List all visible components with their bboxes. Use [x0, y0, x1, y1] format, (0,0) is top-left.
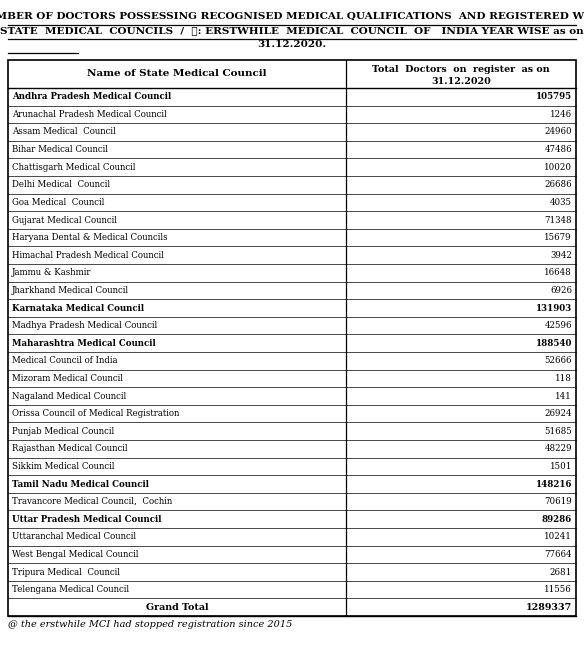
Text: Gujarat Medical Council: Gujarat Medical Council [12, 216, 117, 225]
Text: Chattisgarh Medical Council: Chattisgarh Medical Council [12, 163, 135, 172]
Text: 4035: 4035 [550, 198, 572, 207]
Text: 70619: 70619 [544, 497, 572, 506]
Text: 51685: 51685 [544, 427, 572, 435]
Text: 131903: 131903 [536, 304, 572, 313]
Text: 141: 141 [555, 391, 572, 401]
Text: 1289337: 1289337 [526, 603, 572, 612]
Text: STATE  MEDICAL  COUNCILS  /  ⓐ: ERSTWHILE  MEDICAL  COUNCIL  OF   INDIA YEAR WIS: STATE MEDICAL COUNCILS / ⓐ: ERSTWHILE ME… [0, 26, 584, 35]
Text: Andhra Pradesh Medical Council: Andhra Pradesh Medical Council [12, 92, 171, 101]
Text: 15679: 15679 [544, 233, 572, 242]
Bar [8, 60, 576, 616]
Text: Punjab Medical Council: Punjab Medical Council [12, 427, 114, 435]
Text: 105795: 105795 [536, 92, 572, 101]
Text: Himachal Pradesh Medical Council: Himachal Pradesh Medical Council [12, 251, 164, 260]
Text: 26686: 26686 [544, 180, 572, 189]
Text: @ the erstwhile MCI had stopped registration since 2015: @ the erstwhile MCI had stopped registra… [8, 620, 293, 629]
Text: Medical Council of India: Medical Council of India [12, 357, 117, 365]
Text: 71348: 71348 [544, 216, 572, 225]
Text: Rajasthan Medical Council: Rajasthan Medical Council [12, 444, 128, 453]
Text: 48229: 48229 [544, 444, 572, 453]
Text: Arunachal Pradesh Medical Council: Arunachal Pradesh Medical Council [12, 110, 167, 119]
Text: 2681: 2681 [550, 567, 572, 576]
Text: Uttar Pradesh Medical Council: Uttar Pradesh Medical Council [12, 515, 162, 524]
Text: 52666: 52666 [544, 357, 572, 365]
Text: Maharashtra Medical Council: Maharashtra Medical Council [12, 339, 156, 348]
Text: 89286: 89286 [542, 515, 572, 524]
Text: Haryana Dental & Medical Councils: Haryana Dental & Medical Councils [12, 233, 168, 242]
Text: 31.12.2020: 31.12.2020 [431, 76, 491, 85]
Text: 188540: 188540 [536, 339, 572, 348]
Text: Madhya Pradesh Medical Council: Madhya Pradesh Medical Council [12, 321, 157, 330]
Text: 1501: 1501 [550, 462, 572, 471]
Text: 42596: 42596 [544, 321, 572, 330]
Text: 148216: 148216 [536, 479, 572, 488]
Text: Jammu & Kashmir: Jammu & Kashmir [12, 268, 92, 277]
Text: 118: 118 [555, 374, 572, 383]
Text: Uttaranchal Medical Council: Uttaranchal Medical Council [12, 532, 136, 541]
Text: 26924: 26924 [544, 409, 572, 418]
Text: 1246: 1246 [550, 110, 572, 119]
Text: Travancore Medical Council,  Cochin: Travancore Medical Council, Cochin [12, 497, 172, 506]
Text: Total  Doctors  on  register  as on: Total Doctors on register as on [372, 65, 550, 74]
Text: Orissa Council of Medical Registration: Orissa Council of Medical Registration [12, 409, 179, 418]
Text: Sikkim Medical Council: Sikkim Medical Council [12, 462, 114, 471]
Text: Name of State Medical Council: Name of State Medical Council [87, 70, 267, 79]
Text: 31.12.2020.: 31.12.2020. [258, 40, 326, 49]
Text: NUMBER OF DOCTORS POSSESSING RECOGNISED MEDICAL QUALIFICATIONS  AND REGISTERED W: NUMBER OF DOCTORS POSSESSING RECOGNISED … [0, 12, 584, 21]
Text: 10020: 10020 [544, 163, 572, 172]
Text: Tripura Medical  Council: Tripura Medical Council [12, 567, 120, 576]
Text: 10241: 10241 [544, 532, 572, 541]
Text: Karnataka Medical Council: Karnataka Medical Council [12, 304, 144, 313]
Text: 77664: 77664 [544, 550, 572, 559]
Text: Bihar Medical Council: Bihar Medical Council [12, 145, 108, 154]
Text: 47486: 47486 [544, 145, 572, 154]
Text: 24960: 24960 [544, 127, 572, 136]
Text: Tamil Nadu Medical Council: Tamil Nadu Medical Council [12, 479, 149, 488]
Text: Assam Medical  Council: Assam Medical Council [12, 127, 116, 136]
Text: Goa Medical  Council: Goa Medical Council [12, 198, 105, 207]
Text: 11556: 11556 [544, 585, 572, 594]
Text: West Bengal Medical Council: West Bengal Medical Council [12, 550, 138, 559]
Text: 6926: 6926 [550, 286, 572, 295]
Text: Telengana Medical Council: Telengana Medical Council [12, 585, 129, 594]
Text: 3942: 3942 [550, 251, 572, 260]
Text: Mizoram Medical Council: Mizoram Medical Council [12, 374, 123, 383]
Text: Nagaland Medical Council: Nagaland Medical Council [12, 391, 126, 401]
Text: Delhi Medical  Council: Delhi Medical Council [12, 180, 110, 189]
Text: Grand Total: Grand Total [145, 603, 208, 612]
Text: 16648: 16648 [544, 268, 572, 277]
Text: Jharkhand Medical Council: Jharkhand Medical Council [12, 286, 129, 295]
